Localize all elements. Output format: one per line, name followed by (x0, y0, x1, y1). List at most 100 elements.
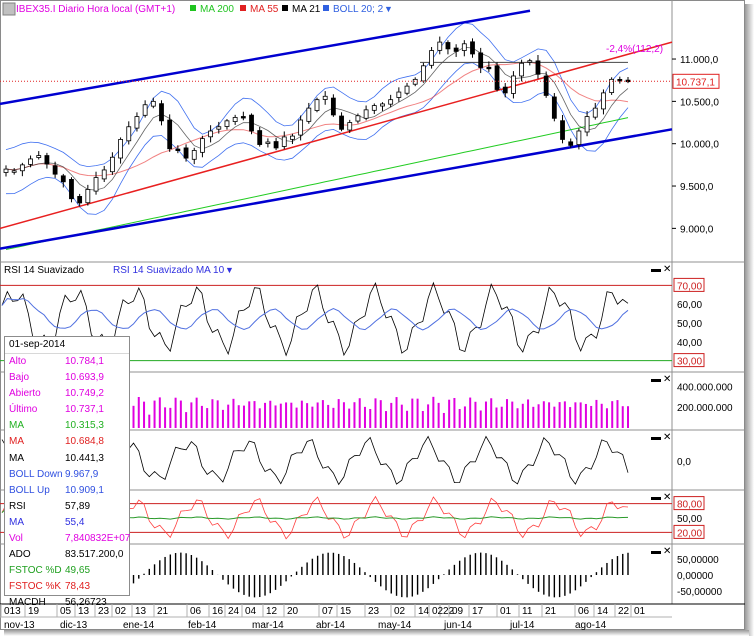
data-window-row: BOLL Down 9.967,9 (5, 467, 129, 483)
stoch-tick-label: 50,00 (677, 514, 702, 525)
candle-body (126, 126, 132, 142)
month-tick-label: ago-14 (575, 620, 607, 630)
day-tick-label: 06 (190, 606, 202, 617)
minimize-icon[interactable]: ▬ (651, 492, 661, 503)
rsi-tick-label: 40,00 (677, 338, 702, 349)
close-icon[interactable]: ✕ (663, 546, 671, 557)
boll-legend[interactable]: BOLL 20; 2 (333, 4, 384, 15)
month-tick-label: ene-14 (123, 620, 155, 630)
volume-bar (584, 403, 587, 428)
volume-bar (211, 399, 214, 428)
candle-body (191, 150, 197, 160)
candle-body (118, 139, 123, 159)
day-tick-label: 13 (78, 606, 90, 617)
candle-body (183, 147, 189, 159)
volume-bar (200, 405, 203, 428)
candle-body (347, 122, 353, 131)
day-tick-label: 24 (228, 606, 240, 617)
frame-shadow-bottom (4, 630, 749, 636)
volume-bar (248, 401, 251, 428)
minimize-icon[interactable]: ▬ (651, 432, 661, 443)
volume-bar (495, 407, 498, 428)
volume-bar (611, 401, 614, 428)
minimize-icon[interactable]: ▬ (651, 264, 661, 275)
candle-body (429, 50, 434, 66)
candle-body (175, 148, 181, 151)
candle-body (478, 52, 484, 68)
rsi-dropdown-icon[interactable]: ▼ (225, 265, 234, 275)
volume-bar (290, 402, 293, 428)
data-window-label: MA (9, 452, 24, 464)
close-icon[interactable]: ✕ (663, 432, 671, 443)
ma21-legend[interactable]: MA 21 (292, 4, 321, 15)
data-window-row: Último 10.737,1 (5, 402, 129, 418)
volume-bar (490, 398, 493, 428)
ma55-swatch-icon (240, 5, 246, 11)
data-window-value: 49,65 (65, 565, 91, 577)
volume-bar (132, 405, 135, 428)
day-tick-label: 21 (545, 606, 557, 617)
volume-bar (458, 408, 461, 428)
macdh-tick-label: 50,00000 (677, 555, 719, 566)
candle-body (584, 116, 590, 133)
candle-body (560, 120, 565, 140)
day-tick-label: 11 (522, 606, 533, 617)
volume-bar (400, 404, 403, 428)
rsi-legend[interactable]: RSI 14 Suavizado (4, 265, 84, 276)
candle-body (519, 62, 525, 77)
rsi-bound-badge (673, 277, 705, 292)
day-tick-label: 23 (98, 606, 110, 617)
volume-bar (179, 400, 182, 428)
rsi-bound-badge (673, 353, 705, 368)
candle-body (77, 196, 83, 204)
data-window-value: 83.517.200,0 (65, 549, 124, 561)
stoch-bound-badge (673, 524, 705, 539)
minimize-icon[interactable]: ▬ (651, 374, 661, 385)
day-tick-label: 13 (135, 606, 147, 617)
close-icon[interactable]: ✕ (663, 492, 671, 503)
candle-body (494, 65, 500, 90)
volume-bar (158, 397, 161, 428)
volume-bar (411, 398, 414, 428)
volume-bar (206, 408, 209, 428)
ma55-legend[interactable]: MA 55 (250, 4, 279, 15)
day-tick-label: 04 (245, 606, 257, 617)
candlesticks (3, 36, 631, 207)
candle-body (134, 116, 140, 129)
volume-tick-label: 200.000.000 (677, 403, 733, 414)
ma200-legend[interactable]: MA 200 (200, 4, 234, 15)
data-window-value: 9.967,9 (65, 468, 99, 480)
volume-bar (363, 406, 366, 428)
macdh-tick-label: -50,00000 (677, 587, 722, 598)
volume-bar (369, 408, 372, 428)
data-window-label: Último (9, 404, 38, 416)
volume-bar (579, 402, 582, 428)
candle-body (216, 126, 222, 130)
rsi-tick-label: 50,00 (677, 319, 702, 330)
rsi-ma-legend[interactable]: RSI 14 Suavizado MA 10 (113, 265, 225, 276)
day-tick-label: 01 (500, 606, 512, 617)
month-tick-label: jul-14 (509, 620, 535, 630)
data-window-value: 56,26723 (65, 597, 107, 609)
data-window-row: FSTOC %K 78,43 (5, 579, 129, 595)
day-tick-label: 02 (432, 606, 444, 617)
minimize-icon[interactable]: ▬ (651, 546, 661, 557)
channel-lower-line (0, 128, 673, 250)
data-window-value: 57,89 (65, 500, 91, 512)
volume-bar (558, 402, 561, 428)
boll-dropdown-icon[interactable]: ▼ (384, 4, 393, 14)
day-tick-label: 14 (418, 606, 430, 617)
candle-body (576, 130, 582, 145)
candle-body (11, 170, 17, 173)
symbol-icon[interactable] (2, 2, 16, 16)
volume-bar (395, 397, 398, 428)
volume-bar (442, 412, 445, 428)
candle-body (601, 92, 606, 110)
candle-body (167, 119, 173, 150)
close-icon[interactable]: ✕ (663, 264, 671, 275)
candle-body (142, 104, 148, 116)
volume-bar (190, 402, 193, 428)
volume-bar (406, 410, 409, 428)
close-icon[interactable]: ✕ (663, 374, 671, 385)
candle-body (412, 78, 418, 85)
